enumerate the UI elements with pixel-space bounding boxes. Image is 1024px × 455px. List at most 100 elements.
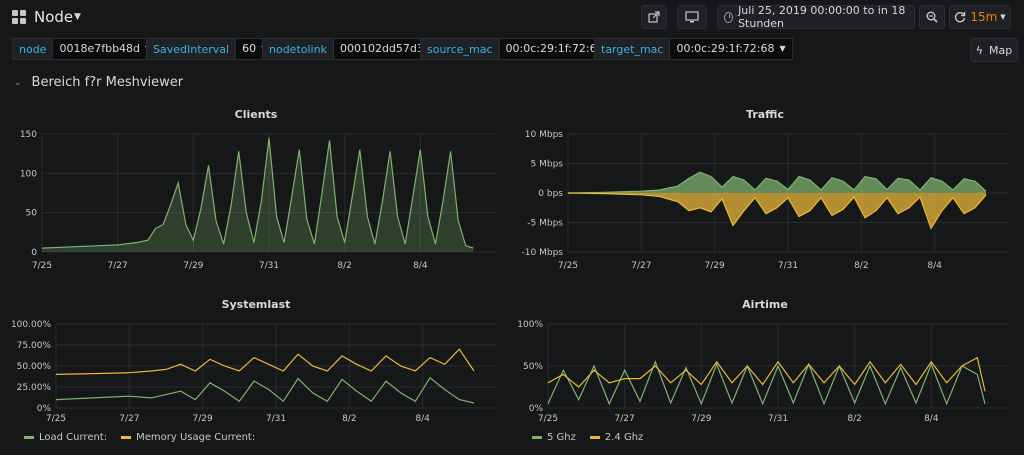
variable-label: node <box>12 38 53 60</box>
legend-label: Load Current: <box>39 432 108 443</box>
series-line <box>547 356 986 392</box>
y-tick-label: 0 <box>31 248 37 258</box>
panel-clients: Clients 0 50 100 150 7/25 7/27 7/29 7/31 8/2 8/4 <box>6 104 506 276</box>
time-range-picker[interactable]: Juli 25, 2019 00:00:00 to in 18 Stunden <box>717 4 915 30</box>
x-tick-label: 8/4 <box>413 261 428 271</box>
clock-icon <box>724 11 734 23</box>
x-tick-label: 7/31 <box>778 261 798 271</box>
legend-label: 5 Ghz <box>547 432 576 443</box>
y-tick-label: -10 Mbps <box>522 248 564 258</box>
x-tick-label: 7/25 <box>46 414 66 424</box>
variable-nodetolink: nodetolink 000102dd57d3▼ <box>262 38 443 60</box>
y-tick-label: 0 bps <box>538 189 563 199</box>
variable-source-mac: source_mac 00:0c:29:1f:72:68▼ <box>420 38 622 60</box>
panel-airtime: Airtime 0% 50% 100% 7/25 7/27 7/29 7/31 8/2 8/4 … <box>512 294 1018 452</box>
variable-value: 0018e7fbb48d <box>59 42 141 55</box>
variable-select[interactable]: 00:0c:29:1f:72:68 ▼ <box>669 38 793 60</box>
series-line <box>55 348 475 375</box>
legend-item-5ghz[interactable]: 5 Ghz <box>532 432 576 443</box>
series-line <box>41 137 474 249</box>
tv-mode-button[interactable] <box>677 5 707 29</box>
row-header[interactable]: ⌄ Bereich f?r Meshviewer <box>14 75 183 90</box>
x-tick-label: 7/29 <box>183 261 203 271</box>
panel-title: Traffic <box>746 108 784 121</box>
top-bar: Node ▼ Juli 25, 2019 00:00:00 to in 18 S… <box>0 0 1024 34</box>
zoom-out-button[interactable] <box>919 5 945 29</box>
panel-title: Airtime <box>742 298 788 311</box>
y-tick-label: 0% <box>529 404 544 414</box>
clients-chart: 0 50 100 150 7/25 7/27 7/29 7/31 8/2 8/4 <box>20 130 496 271</box>
legend-swatch <box>532 436 542 439</box>
legend-label: Memory Usage Current: <box>136 432 256 443</box>
grid-icon[interactable] <box>12 10 26 24</box>
row-title: Bereich f?r Meshviewer <box>31 75 184 90</box>
panel-title: Systemlast <box>221 298 291 311</box>
panel-traffic: Traffic -10 Mbps -5 Mbps 0 bps 5 Mbps 10 Mbp… <box>512 104 1018 276</box>
x-tick-label: 7/29 <box>193 414 213 424</box>
dashboard-title[interactable]: Node <box>34 8 74 26</box>
bolt-icon: ϟ <box>975 43 984 57</box>
x-tick-label: 7/27 <box>631 261 651 271</box>
y-tick-label: 25.00% <box>17 383 52 393</box>
variable-label: SavedInterval <box>146 38 236 60</box>
y-tick-label: 50 <box>26 209 38 219</box>
monitor-icon <box>685 11 699 23</box>
refresh-interval: 15m <box>970 10 998 24</box>
legend-swatch <box>24 436 34 439</box>
chevron-down-icon: ▼ <box>1000 13 1006 21</box>
refresh-icon <box>955 12 966 23</box>
x-tick-label: 7/25 <box>32 261 52 271</box>
chevron-down-icon: ▼ <box>779 44 786 53</box>
series-area <box>42 137 474 252</box>
time-range-label: Juli 25, 2019 00:00:00 to in 18 Stunden <box>738 4 906 30</box>
x-tick-label: 7/25 <box>538 414 558 424</box>
variable-value: 00:0c:29:1f:72:68 <box>505 42 604 55</box>
chevron-down-icon: ⌄ <box>14 77 22 88</box>
series-line <box>547 360 986 406</box>
y-tick-label: 50% <box>523 362 543 372</box>
x-tick-label: 7/25 <box>558 261 578 271</box>
zoom-out-icon <box>926 11 938 23</box>
y-tick-label: 5 Mbps <box>531 160 564 170</box>
series-area <box>568 172 986 193</box>
y-tick-label: 100% <box>517 320 543 330</box>
variable-value: 00:0c:29:1f:72:68 <box>676 42 775 55</box>
y-tick-label: -5 Mbps <box>527 219 563 229</box>
series-line <box>55 376 475 404</box>
chart-legend: Load Current: Memory Usage Current: <box>24 432 255 443</box>
legend-item-24ghz[interactable]: 2.4 Ghz <box>589 432 644 443</box>
variable-value: 000102dd57d3 <box>339 42 424 55</box>
variable-label: nodetolink <box>262 38 333 60</box>
y-tick-label: 100.00% <box>11 320 51 330</box>
x-tick-label: 7/31 <box>768 414 788 424</box>
variable-select[interactable]: 0018e7fbb48d▼ <box>52 38 159 60</box>
traffic-chart: -10 Mbps -5 Mbps 0 bps 5 Mbps 10 Mbps 7/25 7/2… <box>522 130 1008 271</box>
legend-swatch <box>589 436 600 439</box>
panel-title: Clients <box>234 108 278 121</box>
x-tick-label: 8/4 <box>927 261 942 271</box>
y-tick-label: 150 <box>20 130 37 140</box>
legend-item-memory[interactable]: Memory Usage Current: <box>121 432 255 443</box>
variable-label: target_mac <box>594 38 670 60</box>
legend-item-load[interactable]: Load Current: <box>24 432 107 443</box>
map-link-button[interactable]: ϟ Map <box>970 38 1018 62</box>
airtime-chart: 0% 50% 100% 7/25 7/27 7/29 7/31 8/2 8/4 <box>517 320 1008 424</box>
x-tick-label: 7/29 <box>705 261 725 271</box>
series-line <box>567 171 987 194</box>
share-button[interactable] <box>641 5 667 29</box>
y-tick-label: 0% <box>37 404 52 414</box>
legend-label: 2.4 Ghz <box>604 432 644 443</box>
chevron-down-icon[interactable]: ▼ <box>74 12 81 22</box>
series-line <box>567 192 987 230</box>
panel-systemlast: Systemlast 0% 25.00% 50.00% 75.00% 100.00% 7/… <box>6 294 506 452</box>
variable-select[interactable]: 00:0c:29:1f:72:68▼ <box>498 38 622 60</box>
x-tick-label: 7/27 <box>615 414 635 424</box>
y-tick-label: 10 Mbps <box>525 130 564 140</box>
variable-target-mac: target_mac 00:0c:29:1f:72:68 ▼ <box>594 38 793 60</box>
x-tick-label: 8/4 <box>415 414 430 424</box>
refresh-button[interactable]: 15m ▼ <box>949 5 1011 29</box>
x-tick-label: 8/2 <box>847 414 861 424</box>
variable-value: 60 <box>242 42 257 55</box>
y-tick-label: 75.00% <box>17 341 52 351</box>
variable-node: node 0018e7fbb48d▼ <box>12 38 159 60</box>
